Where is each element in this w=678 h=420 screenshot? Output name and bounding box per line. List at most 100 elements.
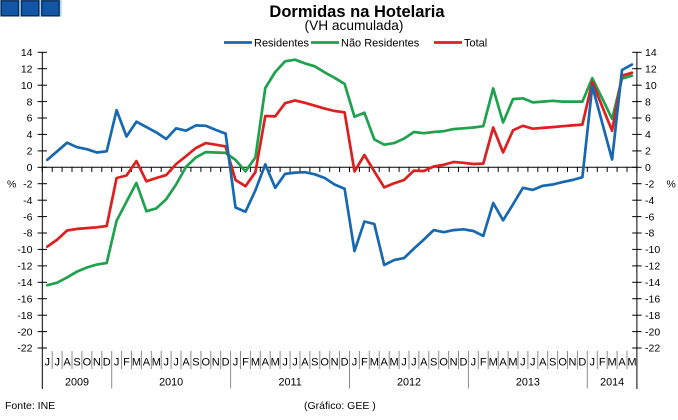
svg-text:O: O bbox=[202, 357, 211, 369]
svg-text:J: J bbox=[54, 357, 60, 369]
svg-text:J: J bbox=[520, 357, 526, 369]
svg-text:A: A bbox=[63, 357, 71, 369]
svg-text:2011: 2011 bbox=[278, 377, 301, 389]
svg-text:4: 4 bbox=[27, 129, 33, 141]
svg-text:D: D bbox=[460, 357, 468, 369]
svg-text:0: 0 bbox=[645, 162, 651, 174]
svg-text:J: J bbox=[471, 357, 477, 369]
svg-text:12: 12 bbox=[645, 63, 657, 75]
svg-text:J: J bbox=[173, 357, 179, 369]
svg-text:-16: -16 bbox=[645, 293, 660, 305]
svg-text:8: 8 bbox=[27, 96, 33, 108]
svg-text:J: J bbox=[530, 357, 536, 369]
svg-text:2014: 2014 bbox=[600, 377, 624, 389]
svg-text:S: S bbox=[73, 357, 80, 369]
svg-text:Não Residentes: Não Residentes bbox=[341, 38, 420, 50]
svg-text:(Gráfico: GEE ): (Gráfico: GEE ) bbox=[304, 400, 376, 412]
svg-text:-18: -18 bbox=[645, 310, 660, 322]
svg-text:A: A bbox=[301, 357, 309, 369]
svg-text:%: % bbox=[7, 179, 16, 191]
svg-text:-14: -14 bbox=[645, 277, 660, 289]
svg-text:2: 2 bbox=[27, 146, 33, 158]
svg-text:O: O bbox=[320, 357, 329, 369]
svg-text:2012: 2012 bbox=[397, 377, 421, 389]
svg-text:M: M bbox=[132, 357, 141, 369]
svg-text:-12: -12 bbox=[17, 261, 32, 273]
svg-text:F: F bbox=[599, 357, 606, 369]
svg-text:M: M bbox=[627, 357, 636, 369]
svg-text:-2: -2 bbox=[645, 178, 654, 190]
svg-text:Total: Total bbox=[464, 38, 487, 50]
svg-text:N: N bbox=[212, 357, 220, 369]
svg-text:-12: -12 bbox=[645, 261, 660, 273]
svg-text:M: M bbox=[489, 357, 498, 369]
svg-text:A: A bbox=[618, 357, 626, 369]
svg-text:J: J bbox=[45, 357, 51, 369]
svg-text:D: D bbox=[341, 357, 349, 369]
svg-text:Residentes: Residentes bbox=[254, 38, 310, 50]
svg-text:-2: -2 bbox=[23, 178, 32, 190]
svg-text:-10: -10 bbox=[645, 244, 660, 256]
svg-text:S: S bbox=[311, 357, 318, 369]
svg-text:14: 14 bbox=[21, 47, 33, 59]
svg-text:F: F bbox=[123, 357, 130, 369]
svg-text:-22: -22 bbox=[17, 343, 32, 355]
svg-text:-6: -6 bbox=[645, 211, 654, 223]
svg-text:N: N bbox=[569, 357, 577, 369]
svg-text:-6: -6 bbox=[23, 211, 32, 223]
svg-text:M: M bbox=[370, 357, 379, 369]
svg-text:M: M bbox=[390, 357, 399, 369]
svg-text:A: A bbox=[499, 357, 507, 369]
svg-text:8: 8 bbox=[645, 96, 651, 108]
svg-text:A: A bbox=[539, 357, 547, 369]
svg-text:A: A bbox=[381, 357, 389, 369]
svg-text:M: M bbox=[508, 357, 517, 369]
svg-text:-22: -22 bbox=[645, 343, 660, 355]
svg-text:10: 10 bbox=[21, 80, 33, 92]
svg-text:D: D bbox=[103, 357, 111, 369]
svg-text:M: M bbox=[251, 357, 260, 369]
svg-text:A: A bbox=[262, 357, 270, 369]
svg-text:A: A bbox=[143, 357, 151, 369]
svg-text:S: S bbox=[192, 357, 199, 369]
svg-text:F: F bbox=[480, 357, 487, 369]
svg-text:10: 10 bbox=[645, 80, 657, 92]
svg-text:4: 4 bbox=[645, 129, 651, 141]
svg-text:O: O bbox=[558, 357, 567, 369]
svg-text:Dormidas na Hotelaria: Dormidas na Hotelaria bbox=[269, 3, 445, 21]
svg-text:2010: 2010 bbox=[159, 377, 183, 389]
svg-text:-8: -8 bbox=[23, 228, 32, 240]
svg-text:O: O bbox=[83, 357, 92, 369]
svg-text:D: D bbox=[222, 357, 230, 369]
svg-text:J: J bbox=[114, 357, 120, 369]
svg-text:-18: -18 bbox=[17, 310, 32, 322]
svg-text:J: J bbox=[411, 357, 417, 369]
svg-text:A: A bbox=[420, 357, 428, 369]
svg-text:O: O bbox=[439, 357, 448, 369]
svg-text:-20: -20 bbox=[17, 326, 32, 338]
svg-text:N: N bbox=[331, 357, 339, 369]
svg-text:D: D bbox=[578, 357, 586, 369]
svg-text:J: J bbox=[292, 357, 298, 369]
svg-text:M: M bbox=[271, 357, 280, 369]
svg-text:14: 14 bbox=[645, 47, 657, 59]
svg-text:-14: -14 bbox=[17, 277, 32, 289]
svg-text:J: J bbox=[590, 357, 596, 369]
svg-text:S: S bbox=[549, 357, 556, 369]
svg-text:S: S bbox=[430, 357, 437, 369]
svg-text:F: F bbox=[242, 357, 249, 369]
svg-text:2009: 2009 bbox=[65, 377, 89, 389]
svg-text:N: N bbox=[93, 357, 101, 369]
svg-text:(VH acumulada): (VH acumulada) bbox=[305, 18, 404, 33]
svg-text:J: J bbox=[233, 357, 239, 369]
svg-text:6: 6 bbox=[645, 113, 651, 125]
svg-text:-8: -8 bbox=[645, 228, 654, 240]
svg-text:0: 0 bbox=[27, 162, 33, 174]
svg-text:F: F bbox=[361, 357, 368, 369]
svg-text:J: J bbox=[352, 357, 358, 369]
svg-text:N: N bbox=[450, 357, 458, 369]
svg-text:M: M bbox=[608, 357, 617, 369]
svg-text:-16: -16 bbox=[17, 293, 32, 305]
svg-text:2: 2 bbox=[645, 146, 651, 158]
svg-text:-4: -4 bbox=[23, 195, 32, 207]
